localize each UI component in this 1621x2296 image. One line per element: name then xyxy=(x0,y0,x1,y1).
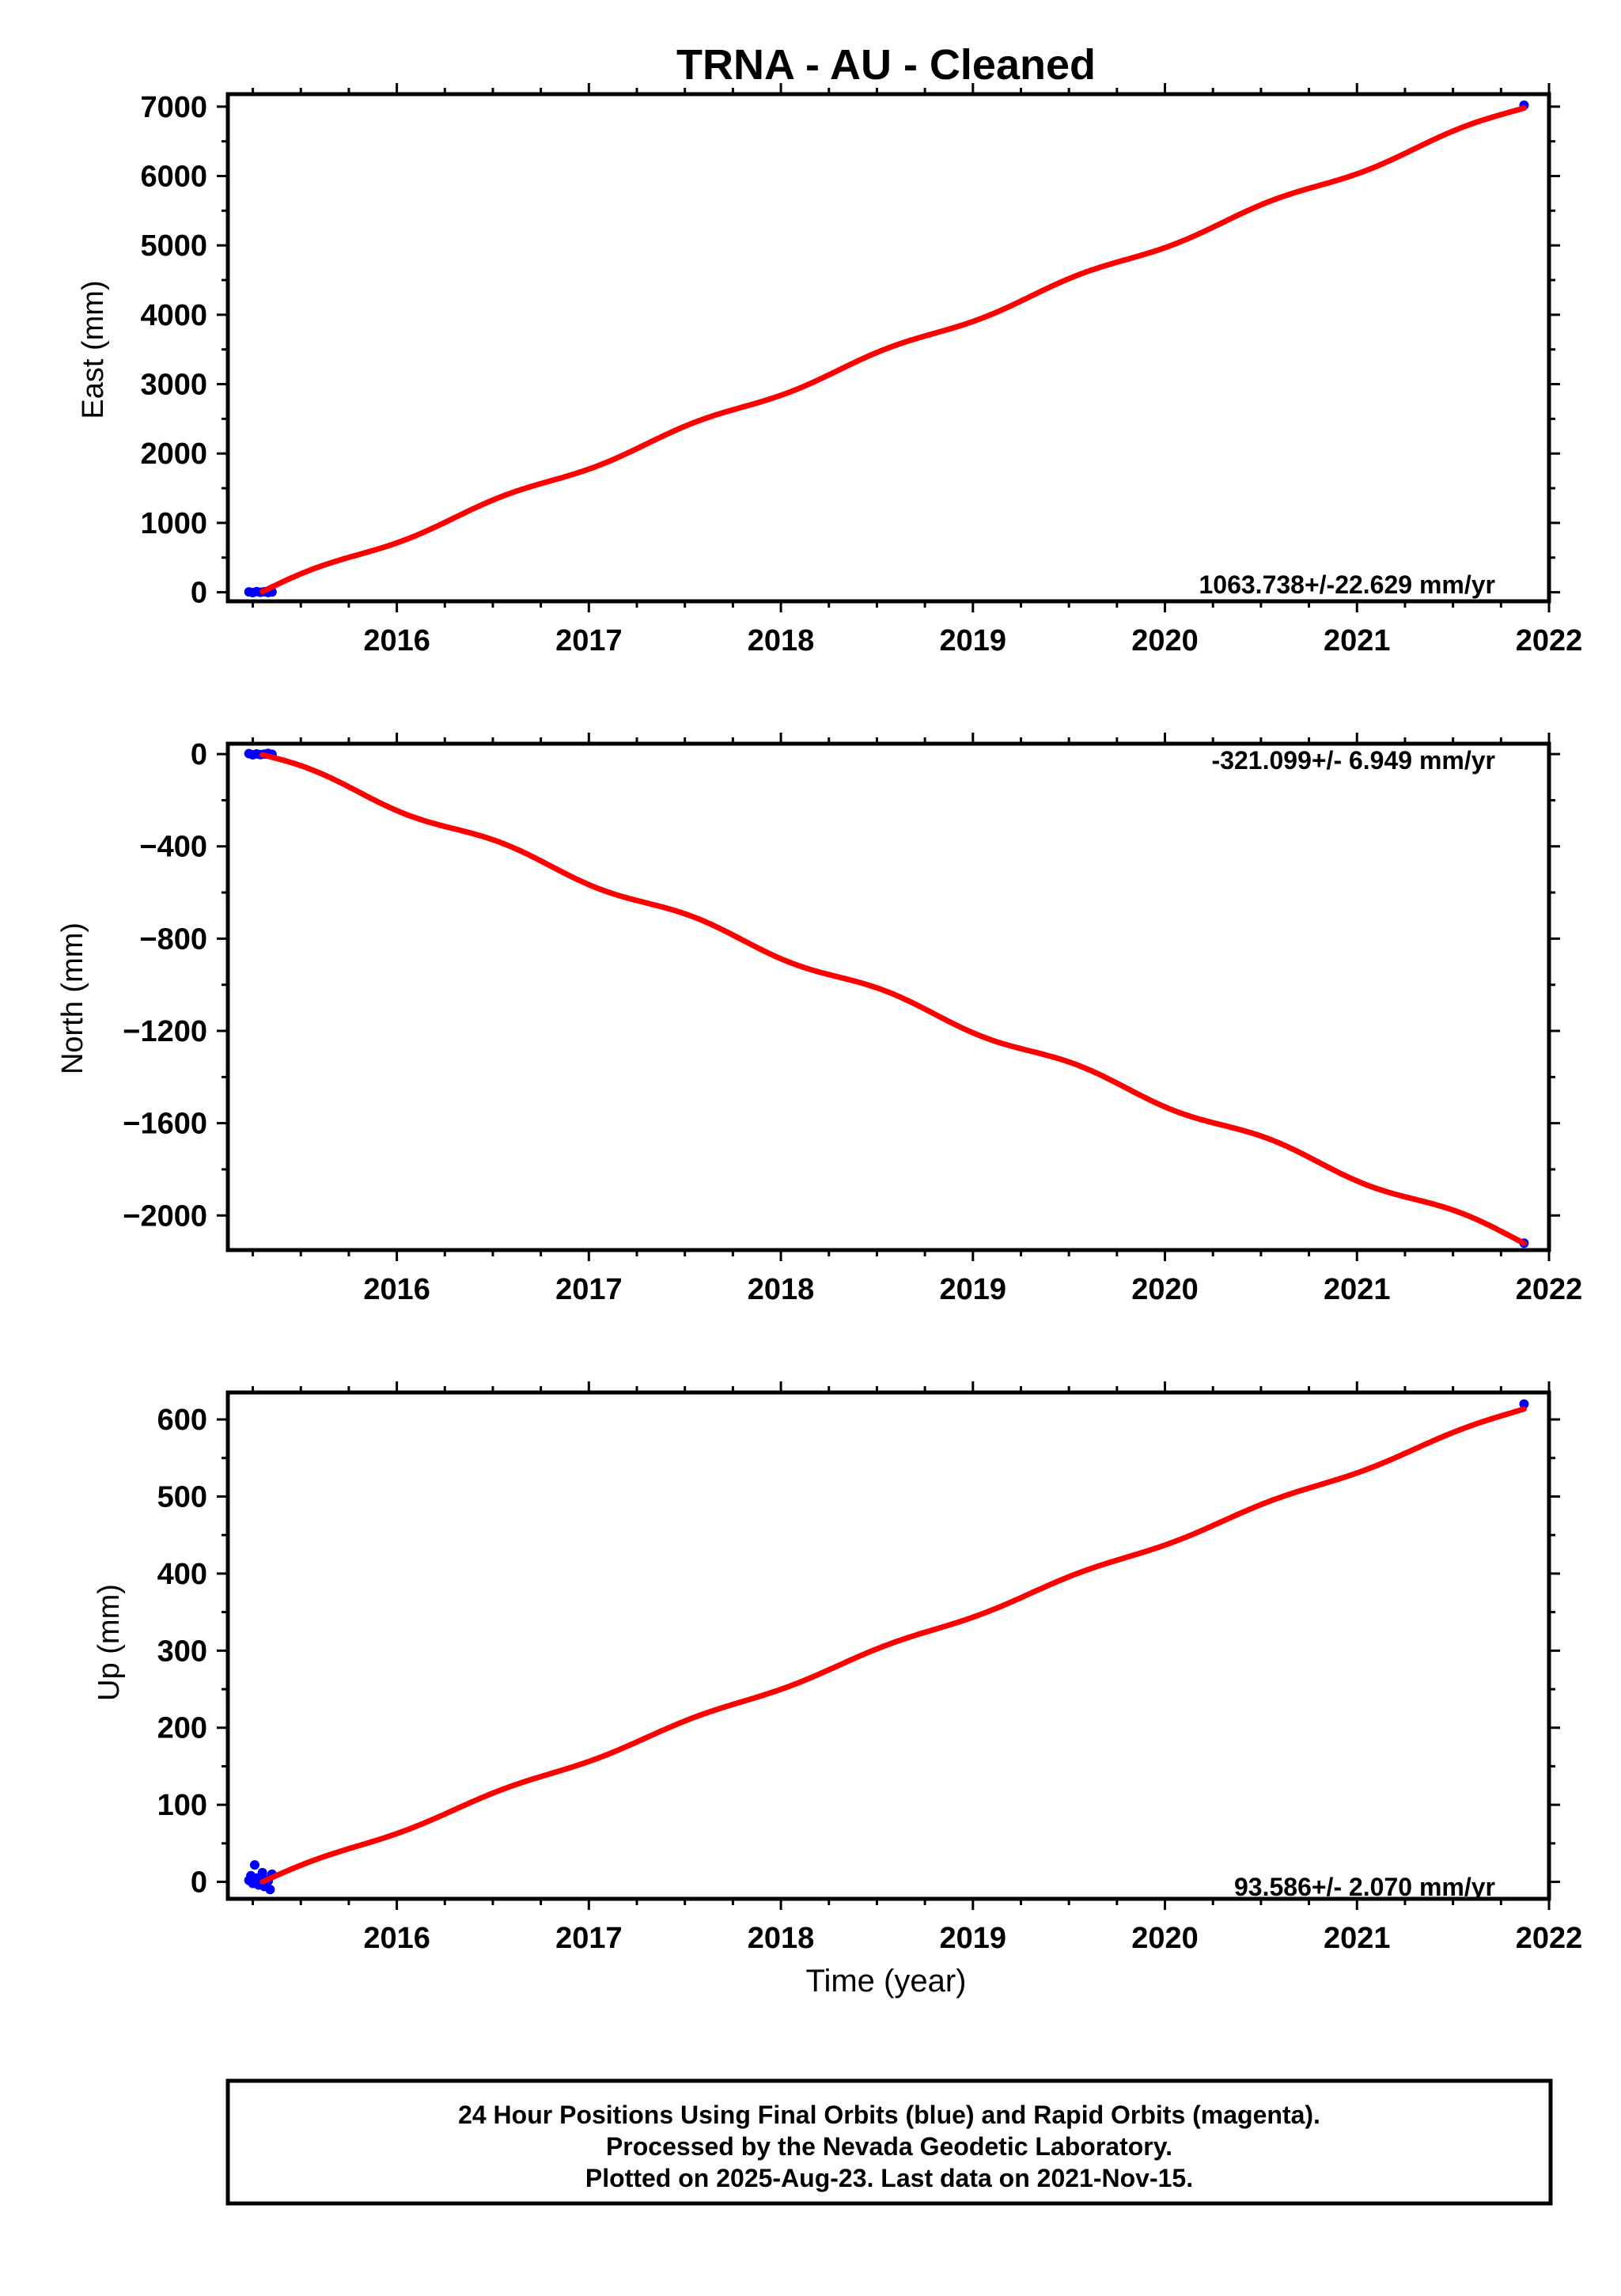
footer-box: 24 Hour Positions Using Final Orbits (bl… xyxy=(225,2078,1553,2206)
up-x-tick-label: 2017 xyxy=(555,1922,623,1955)
north-y-tick-label: −2000 xyxy=(123,1199,207,1233)
x-axis-label: Time (year) xyxy=(806,1964,967,1999)
east-y-tick-label: 3000 xyxy=(140,369,207,402)
up-y-axis-label: Up (mm) xyxy=(93,1584,126,1701)
up-data-point xyxy=(265,1885,275,1895)
north-x-tick-label: 2016 xyxy=(363,1273,430,1306)
east-y-tick-label: 4000 xyxy=(140,299,207,332)
east-x-tick-label: 2019 xyxy=(940,624,1007,657)
footer-frame xyxy=(225,2078,1553,2206)
east-panel: East (mm) 1063.738+/-22.629 mm/yr 2016 20… xyxy=(77,83,1582,657)
north-y-tick-label: −1600 xyxy=(123,1108,207,1141)
north-y-tick-label: −1200 xyxy=(123,1015,207,1048)
up-data-point xyxy=(249,1860,259,1870)
footer-line-3: Plotted on 2025-Aug-23. Last data on 202… xyxy=(585,2164,1193,2192)
east-y-tick-label: 2000 xyxy=(140,438,207,471)
east-x-tick-label: 2022 xyxy=(1516,624,1583,657)
north-x-tick-label: 2019 xyxy=(940,1273,1007,1306)
up-data-point xyxy=(257,1867,267,1877)
up-data-point xyxy=(1519,1399,1529,1409)
up-y-tick-label: 300 xyxy=(157,1635,207,1668)
up-y-tick-label: 400 xyxy=(157,1558,207,1591)
up-plot-frame xyxy=(225,1390,1551,1901)
north-x-tick-label: 2022 xyxy=(1516,1273,1583,1306)
east-rate-label: 1063.738+/-22.629 mm/yr xyxy=(1199,570,1495,599)
east-plot-frame xyxy=(225,92,1551,604)
east-y-tick-label: 7000 xyxy=(140,91,207,124)
east-y-axis-label: East (mm) xyxy=(77,280,110,419)
north-model-fit-line xyxy=(259,752,1527,1246)
up-x-tick-label: 2022 xyxy=(1516,1922,1583,1955)
up-x-tick-label: 2019 xyxy=(940,1922,1007,1955)
east-y-tick-label: 1000 xyxy=(140,507,207,540)
footer-line-1: 24 Hour Positions Using Final Orbits (bl… xyxy=(458,2101,1320,2129)
up-y-tick-label: 100 xyxy=(157,1789,207,1822)
north-x-tick-label: 2020 xyxy=(1131,1273,1199,1306)
up-rate-label: 93.586+/- 2.070 mm/yr xyxy=(1234,1873,1495,1901)
footer-line-2: Processed by the Nevada Geodetic Laborat… xyxy=(606,2132,1172,2161)
east-x-tick-label: 2017 xyxy=(555,624,623,657)
north-x-tick-label: 2017 xyxy=(555,1273,623,1306)
north-rate-label: -321.099+/- 6.949 mm/yr xyxy=(1212,746,1495,775)
east-x-tick-label: 2016 xyxy=(363,624,430,657)
east-y-tick-label: 5000 xyxy=(140,229,207,263)
north-plot-frame xyxy=(225,741,1551,1252)
up-y-tick-label: 200 xyxy=(157,1712,207,1745)
east-x-tick-label: 2021 xyxy=(1324,624,1391,657)
north-y-tick-label: −800 xyxy=(139,923,207,956)
up-y-tick-label: 600 xyxy=(157,1404,207,1437)
north-x-tick-label: 2021 xyxy=(1324,1273,1391,1306)
figure-title: TRNA - AU - Cleaned xyxy=(676,41,1096,89)
east-x-tick-label: 2018 xyxy=(748,624,815,657)
up-x-tick-label: 2021 xyxy=(1324,1922,1391,1955)
up-panel: Up (mm) 93.586+/- 2.070 mm/yr 2016 2017 20… xyxy=(93,1381,1582,1955)
east-model-fit-line xyxy=(259,105,1527,595)
north-panel: North (mm) -321.099+/- 6.949 mm/yr 2016 2… xyxy=(56,733,1582,1306)
up-x-tick-label: 2016 xyxy=(363,1922,430,1955)
north-y-tick-label: 0 xyxy=(191,738,207,771)
up-model-fit-line xyxy=(259,1406,1527,1885)
north-y-axis-label: North (mm) xyxy=(56,923,89,1074)
east-x-tick-label: 2020 xyxy=(1131,624,1199,657)
north-y-tick-label: −400 xyxy=(139,831,207,864)
up-y-tick-label: 0 xyxy=(191,1866,207,1900)
up-y-tick-label: 500 xyxy=(157,1481,207,1514)
north-x-tick-label: 2018 xyxy=(748,1273,815,1306)
east-y-tick-label: 0 xyxy=(191,577,207,610)
up-x-tick-label: 2020 xyxy=(1131,1922,1199,1955)
east-y-tick-label: 6000 xyxy=(140,160,207,193)
up-x-tick-label: 2018 xyxy=(748,1922,815,1955)
